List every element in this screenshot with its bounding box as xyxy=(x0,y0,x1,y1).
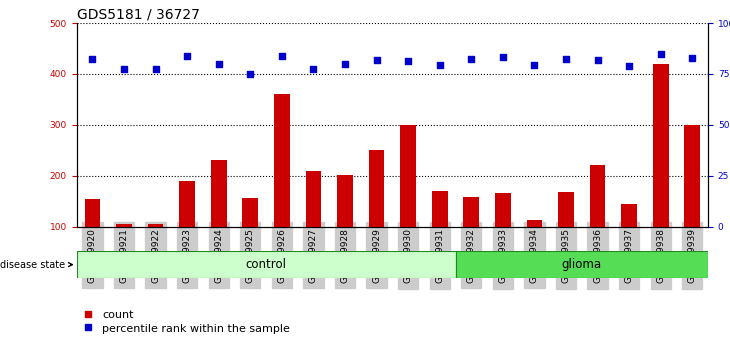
Text: GDS5181 / 36727: GDS5181 / 36727 xyxy=(77,8,199,22)
Bar xyxy=(147,224,164,278)
Bar xyxy=(526,221,542,278)
Bar xyxy=(274,94,290,278)
Bar xyxy=(337,175,353,278)
Point xyxy=(560,56,572,62)
Bar xyxy=(369,150,385,278)
Bar xyxy=(306,171,321,278)
Point xyxy=(466,56,477,62)
Bar xyxy=(558,192,574,278)
Point xyxy=(181,53,193,59)
Bar xyxy=(590,166,605,278)
Bar xyxy=(685,125,700,278)
Bar xyxy=(432,191,447,278)
Point xyxy=(402,58,414,64)
Point xyxy=(245,71,256,77)
Point xyxy=(118,66,130,72)
Legend: count, percentile rank within the sample: count, percentile rank within the sample xyxy=(82,310,290,333)
Point xyxy=(434,62,445,68)
Point xyxy=(276,53,288,59)
Bar xyxy=(621,204,637,278)
Text: control: control xyxy=(245,258,287,271)
Point xyxy=(623,63,635,69)
Point xyxy=(150,66,161,72)
Point xyxy=(371,57,383,63)
Point xyxy=(686,55,698,61)
Bar xyxy=(116,224,132,278)
Point xyxy=(307,66,319,72)
Point xyxy=(592,57,604,63)
Point xyxy=(339,61,351,67)
Point xyxy=(529,62,540,68)
Point xyxy=(213,61,225,67)
Point xyxy=(87,56,99,62)
Bar xyxy=(464,197,479,278)
Bar xyxy=(180,181,195,278)
Text: disease state: disease state xyxy=(0,259,72,270)
Bar xyxy=(495,194,511,278)
Point xyxy=(497,54,509,60)
Bar xyxy=(77,251,456,278)
Point xyxy=(655,51,666,56)
Text: glioma: glioma xyxy=(562,258,602,271)
Bar xyxy=(211,160,226,278)
Bar xyxy=(456,251,708,278)
Bar xyxy=(653,64,669,278)
Bar xyxy=(400,125,416,278)
Bar xyxy=(242,198,258,278)
Bar xyxy=(85,199,100,278)
